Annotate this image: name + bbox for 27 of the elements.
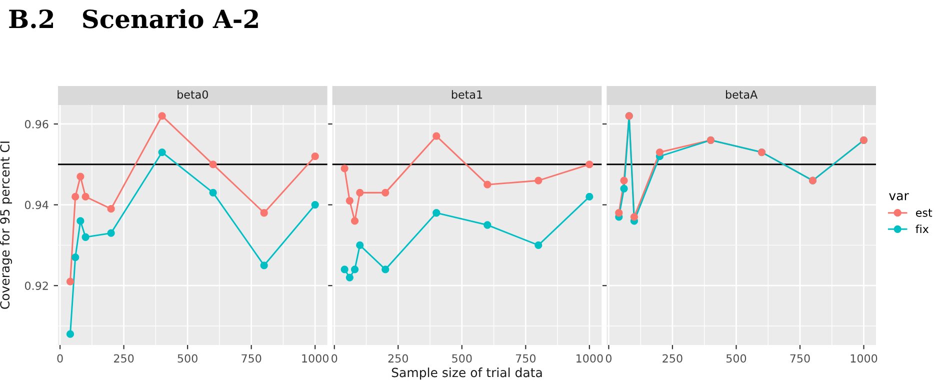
x-tick-label: 0	[57, 354, 63, 363]
x-tick-label: 250	[662, 354, 682, 363]
x-axis-title: Sample size of trial data	[392, 368, 542, 380]
x-tick-label: 1000	[850, 354, 878, 363]
x-tick-label: 0	[606, 354, 612, 363]
x-tick-label: 1000	[302, 354, 328, 363]
x-tick-label: 0	[332, 354, 338, 363]
chart-title: beta1	[452, 90, 482, 99]
x-tick-label: 500	[726, 354, 746, 363]
x-tick-label: 750	[242, 354, 262, 363]
y-axis-title: Coverage for 95 percent CI	[0, 142, 12, 309]
y-tick-label: 0.92	[24, 282, 48, 290]
x-tick-label: 500	[178, 354, 198, 363]
chart-title: beta0	[178, 90, 208, 99]
chart-title: betaA	[726, 90, 758, 99]
legend-label: est	[916, 208, 932, 217]
legend-title: var	[889, 193, 909, 200]
text: B.2 Scenario A-2	[9, 9, 258, 28]
x-tick-label: 250	[114, 354, 134, 363]
y-tick-label: 0.94	[24, 200, 48, 210]
x-tick-label: 250	[388, 354, 408, 363]
x-tick-label: 500	[452, 354, 472, 363]
x-tick-label: 750	[790, 354, 810, 363]
y-tick-label: 0.96	[24, 120, 48, 128]
x-tick-label: 750	[516, 354, 536, 363]
legend-label: fix	[916, 224, 929, 234]
x-tick-label: 1000	[576, 354, 603, 363]
